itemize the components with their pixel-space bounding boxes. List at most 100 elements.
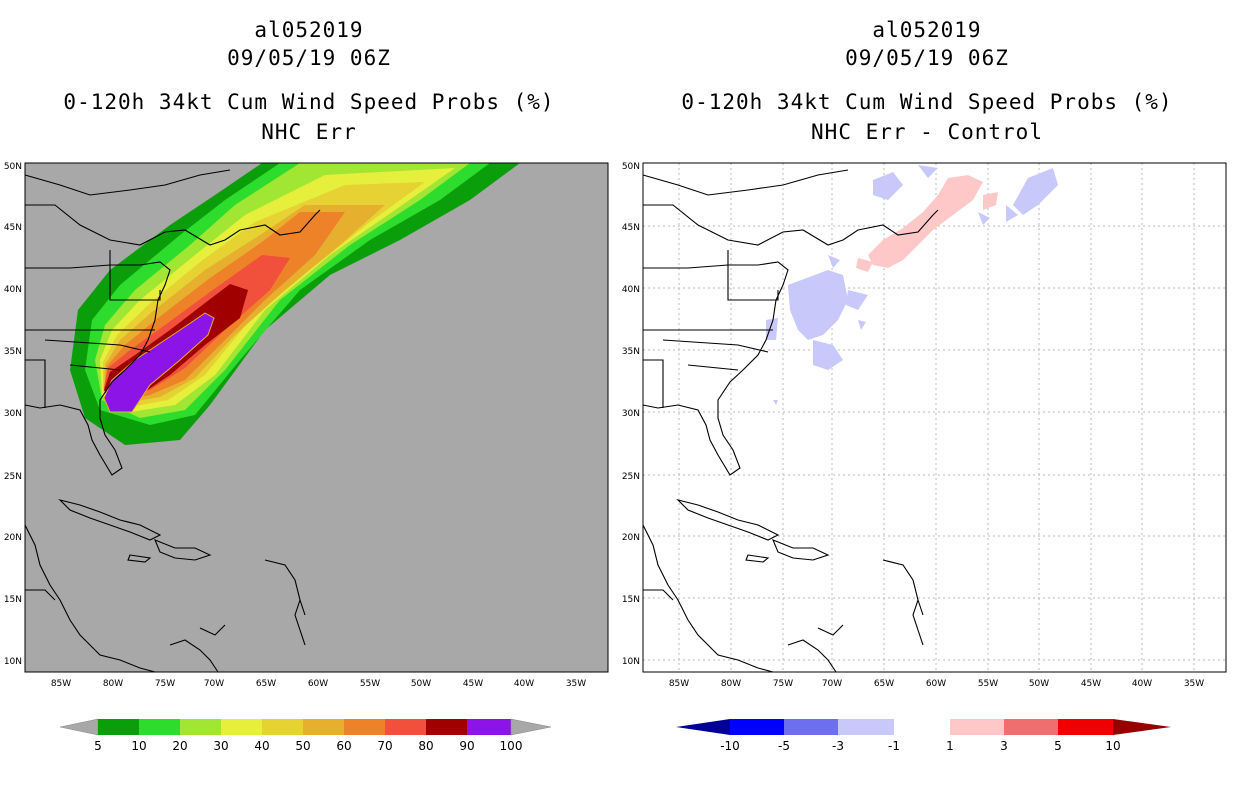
lon-label-55w: 55W	[978, 679, 998, 689]
lat-label-10n: 10N	[4, 657, 22, 667]
lon-label-40w: 40W	[514, 679, 534, 689]
lat-label-20n: 20N	[4, 533, 22, 543]
lat-label-20n: 20N	[622, 533, 640, 543]
left-cbar-label-90: 90	[459, 739, 474, 753]
left-cbar-bin-30	[221, 719, 262, 735]
left-cbar-label-60: 60	[336, 739, 351, 753]
left-cbar-bin-10	[139, 719, 180, 735]
right-cbar-label-m5: -5	[778, 739, 790, 753]
left-cbar-label-100: 100	[500, 739, 523, 753]
lat-label-10n: 10N	[622, 657, 640, 667]
lat-label-45n: 45N	[622, 223, 640, 233]
right-cbar-label-m1: -1	[888, 739, 900, 753]
lat-label-40n: 40N	[622, 285, 640, 295]
left-cbar-label-5: 5	[94, 739, 102, 753]
right-map-background	[643, 163, 1226, 672]
right-panel: al052019 09/05/19 06Z 0-120h 34kt Cum Wi…	[618, 0, 1236, 800]
left-cbar-label-50: 50	[295, 739, 310, 753]
left-cbar-bin-90	[467, 719, 511, 735]
lon-label-85w: 85W	[669, 679, 689, 689]
right-datetime: 09/05/19 06Z	[845, 46, 1009, 70]
right-cbar-bin-5	[1058, 719, 1113, 735]
left-cbar-bin-70	[385, 719, 426, 735]
right-cbar-bin-m5	[784, 719, 838, 735]
left-coastlines	[24, 169, 321, 673]
left-cbar-bin-60	[344, 719, 385, 735]
right-cbar-label-3: 3	[1000, 739, 1008, 753]
lat-label-50n: 50N	[622, 162, 640, 172]
lat-label-30n: 30N	[622, 409, 640, 419]
left-cbar-label-80: 80	[418, 739, 433, 753]
lon-label-60w: 60W	[926, 679, 946, 689]
right-coastlines	[642, 169, 939, 673]
right-subtitle: NHC Err - Control	[811, 120, 1043, 144]
lat-label-30n: 30N	[4, 409, 22, 419]
lon-label-60w: 60W	[308, 679, 328, 689]
right-cbar-label-5: 5	[1054, 739, 1062, 753]
lat-label-35n: 35N	[622, 347, 640, 357]
left-cbar-label-10: 10	[131, 739, 146, 753]
lon-label-35w: 35W	[1184, 679, 1204, 689]
lon-label-70w: 70W	[204, 679, 224, 689]
lon-label-40w: 40W	[1132, 679, 1152, 689]
lon-label-55w: 55W	[360, 679, 380, 689]
right-cbar-bin-m10	[730, 719, 784, 735]
left-cbar-label-40: 40	[254, 739, 269, 753]
lon-label-75w: 75W	[773, 679, 793, 689]
right-cbar-label-m10: -10	[720, 739, 740, 753]
lat-label-35n: 35N	[4, 347, 22, 357]
left-cbar-label-20: 20	[172, 739, 187, 753]
left-colorbar: 5 10 20 30 40 50 60 70 80 90 100	[59, 718, 552, 753]
right-cbar-bin-1	[950, 719, 1004, 735]
lon-label-65w: 65W	[874, 679, 894, 689]
lon-label-85w: 85W	[51, 679, 71, 689]
right-map: 85W 80W 75W 70W 65W 60W 55W 50W 45W 40W …	[622, 162, 1227, 753]
positive-difference-patches	[856, 175, 998, 272]
lon-label-50w: 50W	[1029, 679, 1049, 689]
left-lon-ticks: 85W 80W 75W 70W 65W 60W 55W 50W 45W 40W …	[51, 679, 586, 689]
right-product-title: 0-120h 34kt Cum Wind Speed Probs (%)	[681, 90, 1173, 114]
left-cbar-high-arrow	[510, 718, 552, 736]
lon-label-80w: 80W	[103, 679, 123, 689]
left-cbar-bin-80	[426, 719, 467, 735]
lon-label-50w: 50W	[411, 679, 431, 689]
negative-difference-patches	[766, 165, 1058, 405]
right-cbar-bin-m3	[838, 719, 894, 735]
lat-label-40n: 40N	[4, 285, 22, 295]
left-map: 85W 80W 75W 70W 65W 60W 55W 50W 45W 40W …	[4, 162, 609, 753]
lon-label-65w: 65W	[256, 679, 276, 689]
lon-label-45w: 45W	[1081, 679, 1101, 689]
lat-label-45n: 45N	[4, 223, 22, 233]
right-cbar-label-m3: -3	[832, 739, 844, 753]
left-map-frame	[24, 162, 609, 673]
left-cbar-bin-5	[98, 719, 139, 735]
left-cbar-label-70: 70	[377, 739, 392, 753]
lat-label-15n: 15N	[4, 595, 22, 605]
left-storm-id: al052019	[254, 18, 364, 42]
left-cbar-bin-50	[303, 719, 344, 735]
lon-label-35w: 35W	[566, 679, 586, 689]
lat-label-50n: 50N	[4, 162, 22, 172]
lon-label-70w: 70W	[822, 679, 842, 689]
left-subtitle: NHC Err	[261, 120, 357, 144]
lon-label-75w: 75W	[155, 679, 175, 689]
right-cbar-bin-m1	[894, 719, 950, 735]
lat-label-25n: 25N	[622, 472, 640, 482]
left-lat-ticks: 10N 15N 20N 25N 30N 35N 40N 45N 50N	[4, 162, 22, 667]
right-lat-ticks: 10N 15N 20N 25N 30N 35N 40N 45N 50N	[622, 162, 640, 667]
right-storm-id: al052019	[872, 18, 982, 42]
left-cbar-bin-20	[180, 719, 221, 735]
left-product-title: 0-120h 34kt Cum Wind Speed Probs (%)	[63, 90, 555, 114]
right-cbar-bin-3	[1004, 719, 1058, 735]
lat-label-15n: 15N	[622, 595, 640, 605]
lon-label-80w: 80W	[721, 679, 741, 689]
left-cbar-low-arrow	[59, 718, 99, 736]
lat-label-25n: 25N	[4, 472, 22, 482]
right-cbar-high-arrow	[1113, 719, 1171, 735]
right-gridlines	[643, 163, 1226, 672]
lon-label-45w: 45W	[463, 679, 483, 689]
right-cbar-label-1: 1	[946, 739, 954, 753]
left-datetime: 09/05/19 06Z	[227, 46, 391, 70]
left-cbar-bin-40	[262, 719, 303, 735]
left-cbar-label-30: 30	[213, 739, 228, 753]
